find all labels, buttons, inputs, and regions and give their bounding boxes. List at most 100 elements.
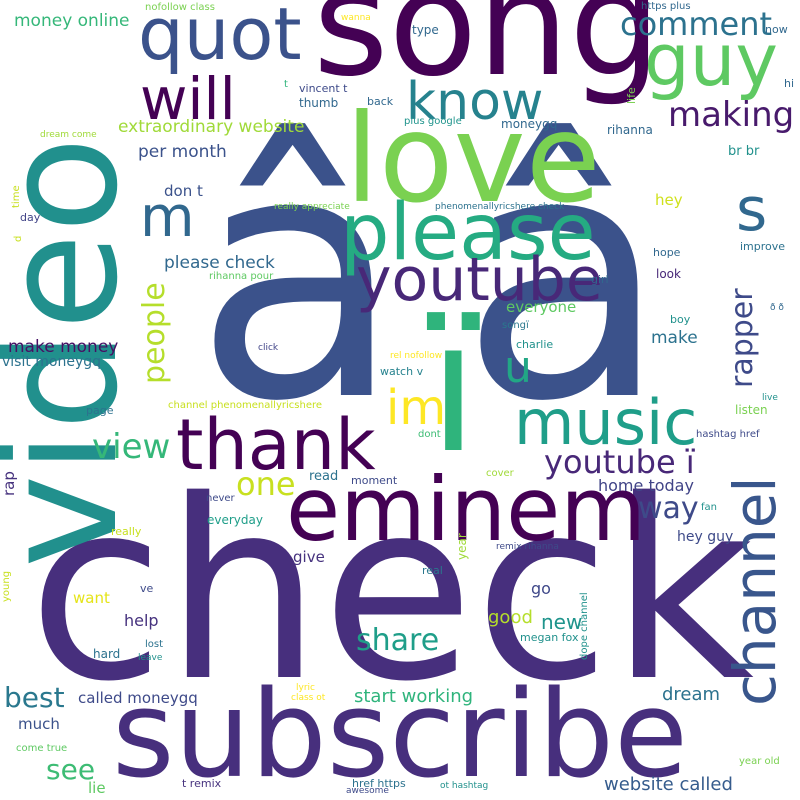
word-t-remix: t remix bbox=[182, 777, 222, 790]
word-new: new bbox=[541, 610, 583, 634]
word-type: type bbox=[412, 23, 439, 37]
word-start-working: start working bbox=[354, 686, 474, 707]
word-nofollow-class: nofollow class bbox=[145, 2, 215, 13]
word-website-called: website called bbox=[604, 774, 733, 795]
word-time: time bbox=[11, 185, 22, 208]
word-day: day bbox=[20, 211, 41, 224]
word-lost: lost bbox=[145, 639, 164, 650]
word-dream: dream bbox=[662, 684, 721, 705]
word-way: way bbox=[638, 491, 699, 526]
word-make: make bbox=[651, 328, 698, 348]
word-rapper: rapper bbox=[725, 288, 760, 388]
word-dope-channel: dope channel bbox=[579, 592, 590, 660]
word-hard: hard bbox=[93, 647, 121, 661]
word-will: will bbox=[140, 65, 236, 133]
word-eminem: eminem bbox=[286, 458, 646, 561]
word-making: making bbox=[668, 95, 795, 135]
word-cover: cover bbox=[486, 468, 514, 479]
word-view: view bbox=[92, 427, 171, 467]
word-help: help bbox=[124, 611, 159, 630]
word-br-br: br br bbox=[728, 144, 760, 159]
word-remix-rihanna: remix rihanna bbox=[496, 542, 559, 552]
word-href-https: href https bbox=[352, 777, 406, 790]
word-per-month: per month bbox=[138, 142, 227, 162]
word-im: im bbox=[386, 380, 447, 436]
word-music: music bbox=[514, 386, 698, 459]
word-good: good bbox=[488, 607, 533, 628]
word-people: people bbox=[137, 282, 172, 384]
word-really-appreciate: really appreciate bbox=[274, 202, 350, 212]
word-young: young bbox=[1, 570, 12, 602]
word-year-old: year old bbox=[739, 756, 780, 767]
word-charlie: charlie bbox=[516, 338, 554, 351]
word-much: much bbox=[18, 715, 60, 733]
word-best: best bbox=[4, 681, 65, 714]
word-share: share bbox=[356, 623, 440, 658]
word-phenomenallyricshere-check: phenomenallyricshere check bbox=[435, 202, 565, 212]
word-look: look bbox=[656, 267, 681, 281]
word-i-umlaut: ï bbox=[428, 281, 479, 493]
word-one: one bbox=[236, 465, 296, 503]
word-page: page bbox=[86, 404, 114, 417]
word-vincent-t: vincent t bbox=[299, 82, 348, 95]
word-rihanna-pour: rihanna pour bbox=[209, 271, 274, 282]
word-hey: hey bbox=[655, 191, 683, 209]
word-dream-come: dream come bbox=[40, 130, 97, 140]
word-hope: hope bbox=[653, 246, 681, 259]
word-moneygq: moneygq bbox=[501, 117, 558, 131]
word-ve: ve bbox=[140, 582, 154, 595]
word-d: d bbox=[13, 235, 24, 242]
word-money-online: money online bbox=[14, 11, 130, 31]
word-d-stroke: ð ð bbox=[770, 303, 784, 313]
word-youtube-i: youtube ï bbox=[544, 443, 695, 481]
word-hi: hi bbox=[784, 77, 795, 90]
word-see: see bbox=[46, 753, 96, 786]
word-wanna: wanna bbox=[341, 13, 371, 23]
word-rel-nofollow: rel nofollow bbox=[390, 351, 443, 361]
word-don-t: don t bbox=[164, 182, 203, 200]
word-comment: comment bbox=[620, 5, 773, 43]
word-channel-phenomenallyricshere: channel phenomenallyricshere bbox=[168, 400, 323, 411]
word-real: real bbox=[422, 564, 443, 577]
word-never: never bbox=[206, 493, 235, 504]
word-song: song bbox=[313, 0, 662, 109]
word-year: year bbox=[455, 533, 469, 560]
word-please: please bbox=[340, 188, 596, 278]
word-u: u bbox=[504, 342, 532, 393]
word-watch-v: watch v bbox=[380, 365, 424, 378]
word-go: go bbox=[531, 579, 551, 598]
word-plus-google: plus google bbox=[404, 116, 462, 127]
word-ot-hashtag: ot hashtag bbox=[440, 781, 489, 791]
word-visit-moneygq: visit moneygq bbox=[2, 354, 102, 370]
word-boy: boy bbox=[670, 313, 691, 326]
word-now: now bbox=[765, 23, 788, 36]
word-hey-guy: hey guy bbox=[677, 529, 734, 545]
word-click: click bbox=[258, 343, 279, 353]
word-come-true: come true bbox=[16, 743, 68, 754]
word-rap: rap bbox=[0, 471, 18, 496]
word-love: love bbox=[345, 88, 601, 230]
word-fan: fan bbox=[701, 502, 717, 513]
word-know: know bbox=[406, 72, 544, 132]
word-moment: moment bbox=[351, 474, 398, 487]
word-everyday: everyday bbox=[207, 513, 263, 527]
word-leave: leave bbox=[138, 653, 163, 663]
word-youtube: youtube bbox=[356, 245, 603, 315]
word-songi: songï bbox=[502, 320, 529, 331]
word-everyone: everyone bbox=[506, 298, 577, 316]
word-thumb: thumb bbox=[299, 96, 339, 110]
word-check: check bbox=[28, 448, 755, 736]
word-hashtag-href: hashtag href bbox=[696, 429, 760, 440]
word-channel: channel bbox=[721, 476, 789, 706]
word-dont: dont bbox=[418, 429, 441, 440]
word-life: life bbox=[625, 87, 638, 104]
word-live: live bbox=[762, 393, 778, 403]
word-awesome: awesome bbox=[346, 786, 389, 796]
word-want: want bbox=[73, 589, 110, 607]
word-quot: quot bbox=[138, 0, 302, 76]
word-read: read bbox=[309, 469, 339, 484]
word-extraordinary-website: extraordinary website bbox=[118, 117, 305, 137]
word-called-moneygq: called moneygq bbox=[78, 689, 198, 707]
word-m: m bbox=[140, 185, 195, 250]
